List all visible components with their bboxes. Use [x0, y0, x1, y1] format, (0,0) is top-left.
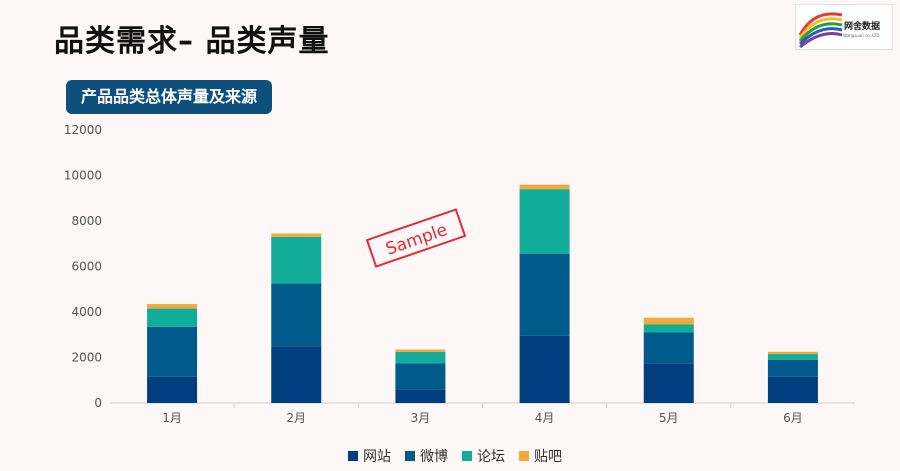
section-label: 产品品类总体声量及来源: [66, 80, 273, 114]
bar-segment-0-0: [147, 376, 198, 403]
legend-label: 贴吧: [534, 449, 562, 465]
legend-item: 论坛: [462, 446, 505, 466]
legend-swatch: [348, 451, 358, 461]
y-tick-label: 12000: [64, 123, 102, 137]
logo-subtext: Wangsuan co.,LTD: [843, 33, 880, 38]
bar-segment-5-3: [767, 351, 818, 355]
bar-segment-2-1: [395, 363, 446, 390]
legend-item: 贴吧: [519, 446, 562, 466]
bar-segment-0-2: [147, 308, 198, 327]
bar-segment-3-0: [519, 335, 570, 403]
bar-segment-0-1: [147, 326, 198, 377]
bar-segment-3-1: [519, 253, 570, 336]
bar-segment-1-2: [271, 236, 322, 284]
logo-text: 网舍数据: [844, 22, 881, 32]
x-tick-label: 4月: [535, 411, 555, 425]
legend-label: 微博: [420, 449, 448, 465]
legend-swatch: [462, 451, 472, 461]
bar-segment-5-1: [767, 359, 818, 377]
legend-item: 网站: [348, 446, 391, 466]
bar-segment-5-2: [767, 354, 818, 360]
bar-segment-1-0: [271, 346, 322, 403]
x-tick-label: 3月: [411, 411, 431, 425]
legend-item: 微博: [405, 446, 448, 466]
page-title: 品类需求– 品类声量: [54, 24, 330, 59]
logo-stripes-icon: [798, 12, 843, 49]
bar-segment-0-3: [147, 304, 198, 309]
bar-segment-3-2: [519, 189, 570, 254]
y-tick-label: 8000: [71, 214, 102, 228]
company-logo: 网舍数据 Wangsuan co.,LTD: [795, 4, 893, 50]
x-tick-label: 6月: [783, 411, 803, 425]
y-tick-label: 10000: [64, 169, 102, 183]
bar-segment-4-3: [643, 317, 694, 325]
bar-segment-4-0: [643, 363, 694, 403]
chart-legend: 网站 微博 论坛 贴吧: [348, 446, 562, 466]
legend-label: 网站: [363, 449, 391, 465]
bar-segment-2-3: [395, 349, 446, 352]
legend-swatch: [519, 451, 529, 461]
bar-segment-5-0: [767, 376, 818, 403]
bar-segment-3-3: [519, 184, 570, 190]
y-tick-label: 4000: [71, 305, 102, 319]
bar-segment-2-2: [395, 351, 446, 364]
bar-segment-1-3: [271, 233, 322, 237]
x-tick-label: 2月: [286, 411, 306, 425]
y-tick-label: 6000: [71, 260, 102, 274]
bar-segment-4-1: [643, 332, 694, 364]
bar-segment-1-1: [271, 283, 322, 347]
x-tick-label: 1月: [162, 411, 182, 425]
legend-swatch: [405, 451, 415, 461]
legend-label: 论坛: [477, 449, 505, 465]
x-tick-label: 5月: [659, 411, 679, 425]
y-tick-label: 2000: [71, 351, 102, 365]
y-tick-label: 0: [94, 396, 102, 410]
bar-segment-2-0: [395, 389, 446, 403]
bar-segment-4-2: [643, 324, 694, 333]
